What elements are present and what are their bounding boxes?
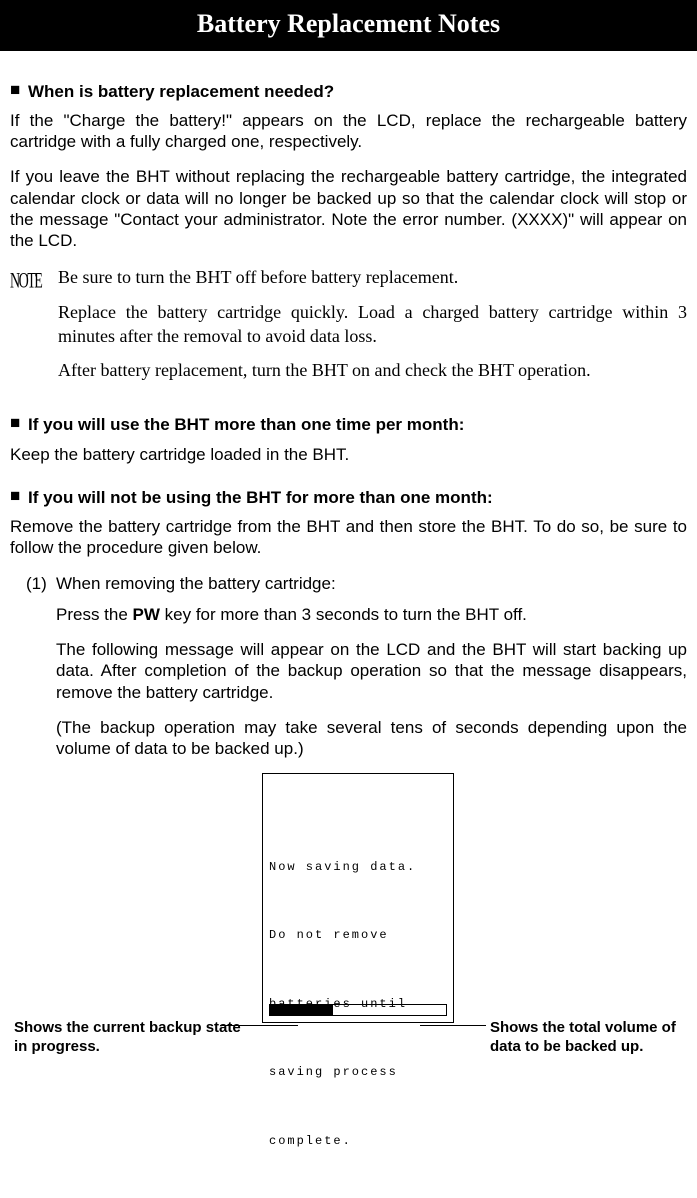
callout-right: Shows the total volume of data to be bac… [490,1019,697,1057]
document-page: Battery Replacement Notes ■ When is batte… [0,0,697,1093]
paragraph: Keep the battery cartridge loaded in the… [10,444,687,465]
note-line: After battery replacement, turn the BHT … [58,358,687,382]
text: key for more than 3 seconds to turn the … [160,605,527,624]
paragraph: Remove the battery cartridge from the BH… [10,516,687,559]
section-heading-2: ■If you will use the BHT more than one t… [10,412,687,435]
step-number: (1) [26,573,56,594]
paragraph: The following message will appear on the… [56,639,687,703]
step-title: When removing the battery cartridge: [56,573,336,594]
step-block: (1) When removing the battery cartridge:… [26,573,687,760]
heading-text: If you will use the BHT more than one ti… [28,415,464,434]
page-title-bar: Battery Replacement Notes [0,0,697,51]
key-name: PW [133,605,160,624]
page-title: Battery Replacement Notes [197,9,500,38]
lcd-line: Do not remove [269,924,447,947]
step-body: Press the PW key for more than 3 seconds… [56,604,687,760]
paragraph: If you leave the BHT without replacing t… [10,166,687,251]
paragraph: If the "Charge the battery!" appears on … [10,110,687,153]
note-label: NOTE [10,265,58,469]
lcd-line: Now saving data. [269,856,447,879]
progress-fill [270,1005,333,1015]
section-heading-1: ■ When is battery replacement needed? [10,79,687,102]
heading-text: When is battery replacement needed? [28,82,334,101]
paragraph: Press the PW key for more than 3 seconds… [56,604,687,625]
lcd-line: saving process [269,1061,447,1084]
lcd-screen: Now saving data. Do not remove batteries… [262,773,454,1023]
text: Press the [56,605,133,624]
lcd-line: complete. [269,1130,447,1153]
section-heading-3: ■ If you will not be using the BHT for mo… [10,485,687,508]
callout-left: Shows the current backup state in progre… [14,1019,244,1057]
note-line: Be sure to turn the BHT off before batte… [58,265,687,289]
square-bullet-icon: ■ [10,79,22,100]
note-body: Be sure to turn the BHT off before batte… [58,265,687,392]
note-block: NOTE Be sure to turn the BHT off before … [10,265,687,392]
callout-leader [420,1025,486,1026]
lcd-illustration: Now saving data. Do not remove batteries… [10,773,687,1073]
progress-bar [269,1004,447,1016]
square-bullet-icon: ■ [10,485,22,506]
note-line: Replace the battery cartridge quickly. L… [58,300,687,349]
step-first-line: (1) When removing the battery cartridge: [26,573,687,594]
heading-text: If you will not be using the BHT for mor… [28,488,493,507]
paragraph: (The backup operation may take several t… [56,717,687,760]
